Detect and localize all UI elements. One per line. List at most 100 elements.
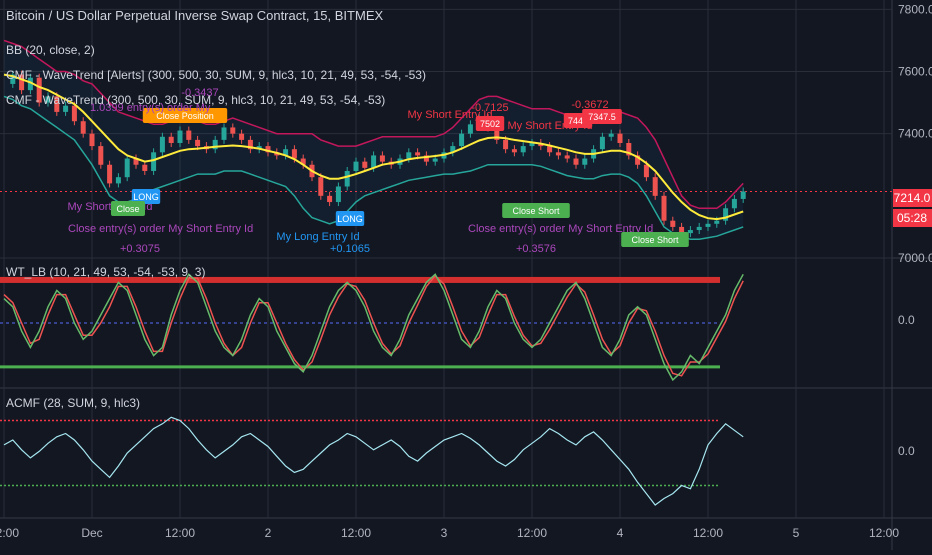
- candle-body[interactable]: [142, 164, 148, 171]
- candle-body[interactable]: [344, 170, 350, 187]
- candle-body[interactable]: [652, 177, 658, 196]
- candle-body[interactable]: [36, 77, 42, 103]
- candle-body[interactable]: [221, 127, 227, 140]
- candle-body[interactable]: [371, 155, 377, 168]
- candle-body[interactable]: [511, 149, 517, 153]
- candle-body[interactable]: [503, 139, 509, 150]
- indicator-cmf-label[interactable]: CMF - WaveTrend (300, 500, 30, SUM, 9, h…: [6, 93, 385, 107]
- candle-body[interactable]: [177, 130, 183, 143]
- candle-body[interactable]: [283, 149, 289, 156]
- price-tick-label: 7800.0: [898, 2, 932, 16]
- candle-body[interactable]: [71, 105, 77, 122]
- candle-body[interactable]: [467, 124, 473, 134]
- candle-body[interactable]: [353, 161, 359, 171]
- candle-body[interactable]: [573, 158, 579, 165]
- annotation-box-label: Close Position: [156, 111, 214, 121]
- candle-body[interactable]: [362, 161, 368, 168]
- candle-body[interactable]: [608, 133, 614, 137]
- candle-body[interactable]: [124, 158, 130, 178]
- candle-body[interactable]: [89, 133, 95, 147]
- bb-basis-line[interactable]: [3, 73, 744, 221]
- wavetrend-pane[interactable]: [0, 273, 744, 382]
- countdown-label: 05:28: [897, 211, 927, 225]
- wt-overbought-line: [0, 276, 720, 283]
- indicator-bb-label[interactable]: BB (20, close, 2): [6, 43, 95, 57]
- indicator-cmf-alerts-label[interactable]: CMF - WaveTrend [Alerts] (300, 500, 30, …: [6, 68, 426, 82]
- candle-body[interactable]: [547, 146, 553, 153]
- candle-body[interactable]: [617, 133, 623, 143]
- candle-body[interactable]: [247, 139, 253, 150]
- candle-body[interactable]: [450, 146, 456, 153]
- annotation-text: +0.3576: [516, 243, 556, 255]
- candle-body[interactable]: [406, 152, 412, 159]
- candle-body[interactable]: [98, 146, 104, 165]
- candle-body[interactable]: [643, 164, 649, 178]
- candle-body[interactable]: [291, 149, 297, 159]
- candle-body[interactable]: [27, 77, 33, 91]
- candle-body[interactable]: [45, 96, 51, 103]
- candle-body[interactable]: [731, 198, 737, 209]
- candle-body[interactable]: [520, 146, 526, 153]
- candle-body[interactable]: [239, 133, 245, 140]
- candle-body[interactable]: [679, 226, 685, 234]
- candle-body[interactable]: [379, 155, 385, 162]
- candle-body[interactable]: [415, 152, 421, 156]
- candle-body[interactable]: [582, 158, 588, 165]
- annotation-box: [621, 232, 689, 247]
- time-axis[interactable]: 12:00 Dec 12:00 2 12:00 3 12:00 4 12:00 5 12:00: [0, 526, 899, 540]
- annotation-box-label: LONG: [133, 192, 159, 202]
- candle-body[interactable]: [10, 74, 16, 84]
- wt-pane-label[interactable]: WT_LB (10, 21, 49, 53, -54, -53, 9, 3): [6, 265, 205, 279]
- candle-body[interactable]: [705, 223, 711, 227]
- candle-body[interactable]: [599, 136, 605, 150]
- acmf-pane-label[interactable]: ACMF (28, SUM, 9, hlc3): [6, 396, 140, 410]
- candle-body[interactable]: [723, 208, 729, 221]
- wt2-line[interactable]: [3, 274, 744, 377]
- candle-body[interactable]: [626, 142, 632, 156]
- acmf-line[interactable]: [3, 416, 744, 506]
- candle-body[interactable]: [740, 191, 746, 199]
- candle-body[interactable]: [714, 220, 720, 224]
- candle-body[interactable]: [151, 152, 157, 171]
- acmf-pane[interactable]: [0, 416, 744, 506]
- candle-body[interactable]: [459, 133, 465, 147]
- price-tick-label: 7600.0: [898, 64, 932, 78]
- time-tick-label: 5: [793, 526, 800, 540]
- candle-body[interactable]: [195, 139, 201, 147]
- candle-body[interactable]: [318, 177, 324, 196]
- time-tick-label: 12:00: [869, 526, 899, 540]
- symbol-title[interactable]: Bitcoin / US Dollar Perpetual Inverse Sw…: [6, 8, 383, 23]
- candle-body[interactable]: [335, 186, 341, 203]
- candle-body[interactable]: [423, 155, 429, 162]
- candle-body[interactable]: [555, 152, 561, 156]
- annotation-box: [142, 108, 228, 123]
- candle-body[interactable]: [635, 155, 641, 165]
- candle-body[interactable]: [54, 96, 60, 112]
- candle-body[interactable]: [670, 220, 676, 227]
- candle-body[interactable]: [494, 127, 500, 140]
- price-axis[interactable]: 7800.0 7600.0 7400.0 7000.0: [898, 2, 932, 265]
- candle-body[interactable]: [186, 130, 192, 140]
- annotation-box-label: 7347.5: [588, 112, 616, 122]
- candle-body[interactable]: [432, 158, 438, 162]
- candle-body[interactable]: [107, 164, 113, 184]
- candle-body[interactable]: [230, 127, 236, 134]
- candle-body[interactable]: [300, 158, 306, 165]
- candle-body[interactable]: [687, 230, 693, 234]
- candle-body[interactable]: [115, 177, 121, 184]
- candle-body[interactable]: [564, 155, 570, 159]
- candle-body[interactable]: [696, 226, 702, 231]
- candle-body[interactable]: [529, 142, 535, 147]
- wt1-line[interactable]: [3, 273, 744, 382]
- candle-body[interactable]: [63, 105, 69, 112]
- acmf-zero-label: 0.0: [898, 444, 915, 458]
- candle-body[interactable]: [133, 158, 139, 165]
- candle-body[interactable]: [19, 74, 25, 91]
- candle-body[interactable]: [212, 139, 218, 150]
- candle-body[interactable]: [661, 195, 667, 221]
- candle-body[interactable]: [168, 136, 174, 143]
- candle-body[interactable]: [327, 195, 333, 203]
- candle-body[interactable]: [159, 136, 165, 153]
- candle-body[interactable]: [265, 146, 271, 153]
- candle-body[interactable]: [80, 121, 86, 134]
